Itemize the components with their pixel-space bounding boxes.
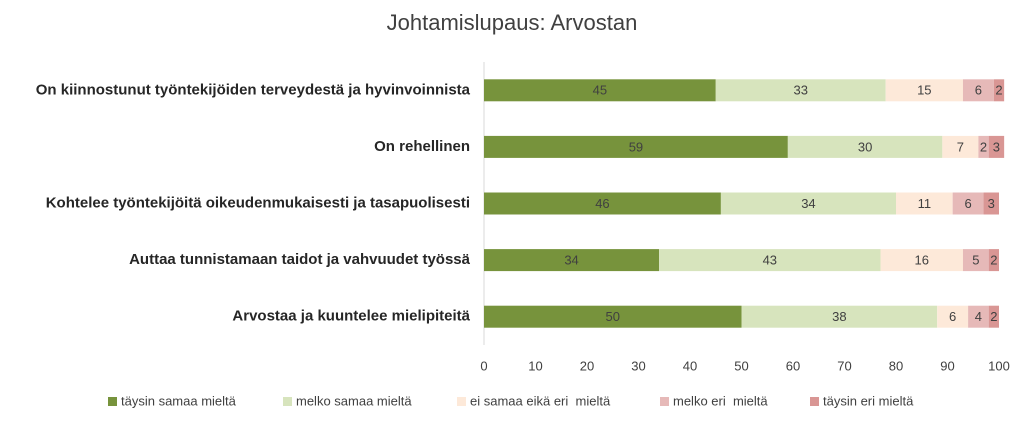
bar-segment — [787, 135, 943, 158]
legend-label: täysin samaa mieltä — [121, 393, 237, 408]
legend-label: ei samaa eikä eri mieltä — [470, 393, 611, 408]
bar-segment — [942, 135, 979, 158]
data-label: 46 — [595, 196, 609, 211]
data-label: 34 — [801, 196, 815, 211]
bar-segment — [962, 79, 994, 102]
data-label: 34 — [564, 253, 578, 268]
legend-swatch — [660, 397, 669, 406]
data-label: 3 — [988, 196, 995, 211]
x-tick-label: 60 — [786, 358, 800, 373]
x-tick-label: 70 — [837, 358, 851, 373]
data-label: 15 — [917, 83, 931, 98]
legend-swatch — [108, 397, 117, 406]
data-label: 45 — [593, 83, 607, 98]
bar-segment — [988, 135, 1005, 158]
bar-segment — [978, 135, 989, 158]
x-tick-label: 20 — [580, 358, 594, 373]
bar-segment — [968, 305, 989, 328]
data-label: 6 — [975, 83, 982, 98]
bar-segment — [659, 249, 881, 272]
chart-title: Johtamislupaus: Arvostan — [387, 10, 638, 35]
data-label: 16 — [915, 253, 929, 268]
bar-segment — [484, 305, 742, 328]
bar-segment — [484, 79, 716, 102]
bar-segment — [720, 192, 896, 215]
data-label: 11 — [918, 196, 932, 211]
bar-segment — [983, 192, 999, 215]
legend-swatch — [457, 397, 466, 406]
bar-segment — [484, 135, 788, 158]
data-label: 5 — [972, 253, 979, 268]
legend-label: melko eri mieltä — [673, 393, 768, 408]
data-label: 4 — [975, 309, 982, 324]
x-tick-label: 10 — [528, 358, 542, 373]
bar-segment — [988, 249, 999, 272]
data-label: 33 — [793, 83, 807, 98]
bar-segment — [741, 305, 938, 328]
data-label: 2 — [980, 139, 987, 154]
data-label: 2 — [990, 309, 997, 324]
x-tick-label: 0 — [480, 358, 487, 373]
x-tick-label: 30 — [631, 358, 645, 373]
bar-segment — [937, 305, 969, 328]
bar-segment — [952, 192, 984, 215]
x-tick-label: 100 — [988, 358, 1010, 373]
legend-label: täysin eri mieltä — [823, 393, 914, 408]
bar-segment — [896, 192, 953, 215]
x-tick-label: 90 — [940, 358, 954, 373]
data-label: 2 — [995, 83, 1002, 98]
category-label: Auttaa tunnistamaan taidot ja vahvuudet … — [129, 251, 471, 268]
data-label: 50 — [606, 309, 620, 324]
bar-segment — [484, 192, 721, 215]
category-label: On rehellinen — [374, 138, 470, 155]
data-label: 38 — [832, 309, 846, 324]
data-label: 2 — [990, 253, 997, 268]
data-label: 59 — [629, 139, 643, 154]
data-label: 7 — [957, 139, 964, 154]
bar-segment — [993, 79, 1005, 102]
bar-segment — [962, 249, 989, 272]
legend-label: melko samaa mieltä — [296, 393, 412, 408]
data-label: 43 — [763, 253, 777, 268]
x-tick-label: 50 — [734, 358, 748, 373]
bar-segment — [988, 305, 999, 328]
legend-swatch — [283, 397, 292, 406]
data-label: 6 — [964, 196, 971, 211]
data-label: 6 — [949, 309, 956, 324]
bar-segment — [715, 79, 886, 102]
x-tick-label: 40 — [683, 358, 697, 373]
data-label: 30 — [858, 139, 872, 154]
x-tick-label: 80 — [889, 358, 903, 373]
bar-segment — [484, 249, 660, 272]
category-label: On kiinnostunut työntekijöiden terveydes… — [36, 81, 471, 98]
category-label: Kohtelee työntekijöitä oikeudenmukaisest… — [46, 194, 470, 211]
category-label: Arvostaa ja kuuntelee mielipiteitä — [232, 308, 470, 325]
data-label: 3 — [993, 139, 1000, 154]
bar-segment — [885, 79, 963, 102]
legend-swatch — [810, 397, 819, 406]
bar-segment — [880, 249, 963, 272]
